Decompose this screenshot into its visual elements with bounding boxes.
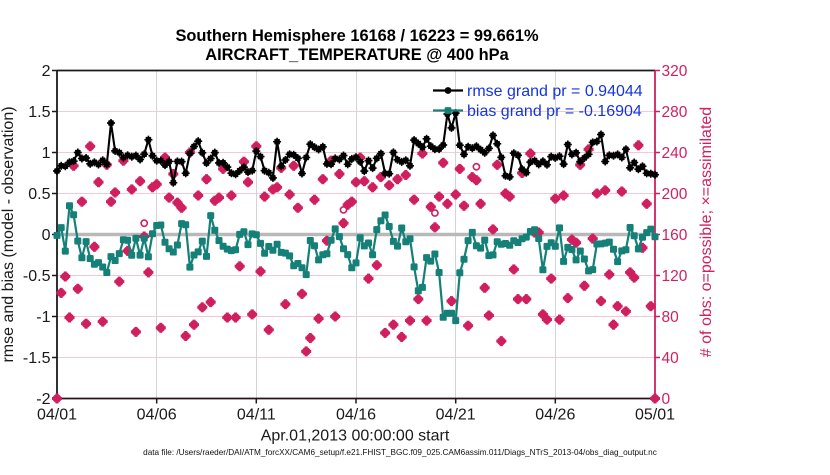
svg-text:0: 0 [662,391,671,408]
svg-text:# of obs: o=possible; ×=assimi: # of obs: o=possible; ×=assimilated [698,107,715,357]
svg-text:160: 160 [662,227,688,244]
svg-text:04/16: 04/16 [336,407,376,424]
svg-text:0: 0 [42,227,51,244]
svg-text:40: 40 [662,350,680,367]
svg-text:320: 320 [662,63,688,80]
svg-text:-2: -2 [36,391,50,408]
svg-text:1: 1 [42,145,51,162]
svg-text:04/21: 04/21 [436,407,476,424]
svg-text:bias grand pr = -0.16904: bias grand pr = -0.16904 [467,103,642,120]
svg-text:1.5: 1.5 [28,104,50,121]
svg-text:04/01: 04/01 [37,407,77,424]
svg-text:2: 2 [42,63,51,80]
svg-text:200: 200 [662,186,688,203]
svg-text:04/11: 04/11 [237,407,276,424]
svg-text:rmse and bias (model - observa: rmse and bias (model - observation) [0,106,17,362]
svg-text:240: 240 [662,145,688,162]
svg-text:120: 120 [662,268,688,285]
svg-text:AIRCRAFT_TEMPERATURE @ 400 hPa: AIRCRAFT_TEMPERATURE @ 400 hPa [205,46,509,64]
svg-text:04/26: 04/26 [535,407,575,424]
svg-text:Apr.01,2013 00:00:00 start: Apr.01,2013 00:00:00 start [261,428,450,445]
svg-text:80: 80 [662,309,680,326]
svg-text:-1: -1 [36,309,50,326]
svg-text:Southern Hemisphere 16168 / 16: Southern Hemisphere 16168 / 16223 = 99.6… [175,27,539,45]
svg-text:05/01: 05/01 [635,407,675,424]
svg-text:data file: /Users/raeder/DAI/A: data file: /Users/raeder/DAI/ATM_forcXX/… [143,448,657,457]
svg-text:-1.5: -1.5 [23,350,51,367]
svg-text:280: 280 [662,104,688,121]
svg-text:04/06: 04/06 [137,407,177,424]
svg-text:0.5: 0.5 [28,186,50,203]
svg-text:rmse grand pr = 0.94044: rmse grand pr = 0.94044 [467,83,643,100]
svg-text:-0.5: -0.5 [23,268,51,285]
